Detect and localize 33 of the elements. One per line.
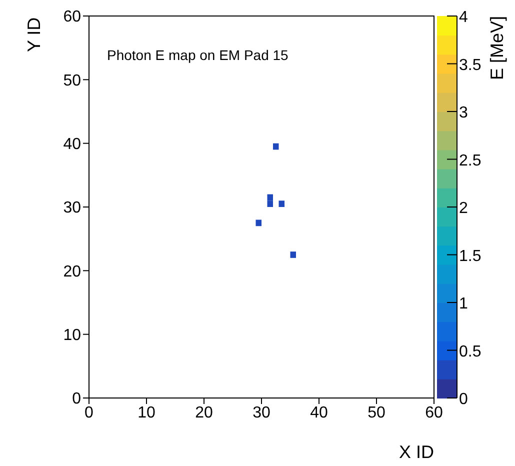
color-bar-label: 2 xyxy=(459,200,468,217)
point xyxy=(278,200,284,207)
point xyxy=(256,220,262,226)
color-bar-label: 3 xyxy=(459,104,468,122)
y-tick-label: 0 xyxy=(72,390,82,408)
x-tick-label: 50 xyxy=(368,404,386,422)
x-axis-title: X ID xyxy=(398,442,434,462)
point xyxy=(273,143,279,150)
point xyxy=(267,200,273,207)
x-tick-label: 0 xyxy=(84,404,94,422)
color-bar-label: 1 xyxy=(459,296,468,312)
color-bar-label: 3.5 xyxy=(459,56,482,74)
y-axis-title: Y ID xyxy=(24,17,44,52)
y-tick-label: 10 xyxy=(63,327,82,344)
color-bar-label: 1.5 xyxy=(459,248,482,265)
y-tick-label: 60 xyxy=(63,8,82,26)
y-tick-label: 40 xyxy=(63,136,82,154)
x-tick-label: 30 xyxy=(252,404,270,422)
y-tick-label: 50 xyxy=(63,72,82,90)
x-tick-label: 60 xyxy=(425,404,443,422)
point xyxy=(290,252,296,258)
y-tick-label: 30 xyxy=(63,200,82,217)
x-tick-label: 10 xyxy=(138,404,156,422)
y-tick-label: 20 xyxy=(63,263,82,280)
color-bar-label: 2.5 xyxy=(459,152,482,170)
point xyxy=(267,194,273,201)
color-bar-label: 0 xyxy=(459,391,468,408)
x-tick-label: 40 xyxy=(310,404,328,422)
color-bar-label: 4 xyxy=(459,9,468,26)
color-bar-title: E [MeV] xyxy=(487,16,507,80)
color-bar-label: 0.5 xyxy=(459,343,482,360)
x-tick-label: 20 xyxy=(195,404,213,422)
text: Photon E map on EM Pad 15 xyxy=(107,47,289,63)
